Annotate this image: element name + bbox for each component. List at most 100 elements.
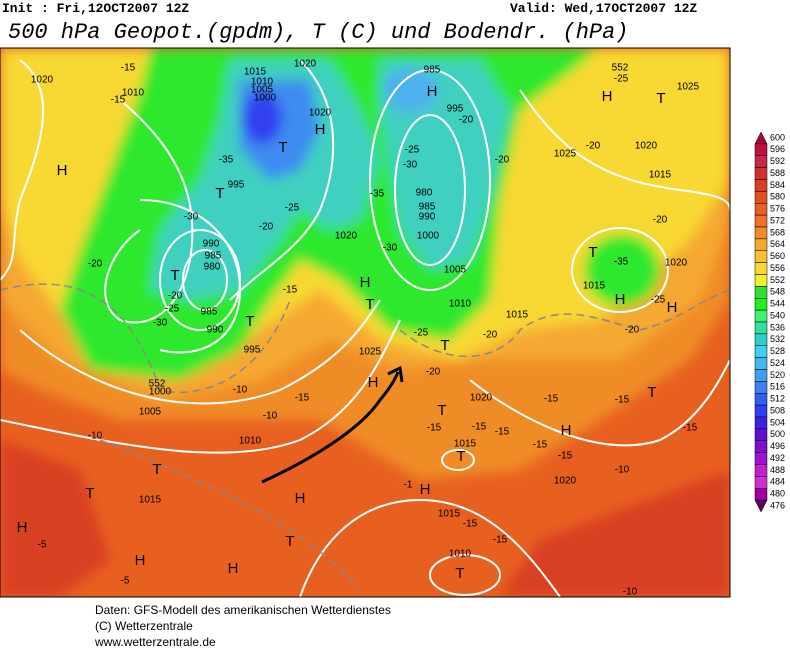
isoline-label: 552 [612,63,629,74]
map-frame [0,47,731,598]
isoline-label: -10 [615,465,630,476]
isoline-label: -5 [121,576,130,587]
isoline-label: 1015 [139,495,162,506]
isoline-label: -15 [463,519,478,530]
isoline-label: -10 [233,385,248,396]
legend-label: 524 [770,358,785,368]
legend-label: 496 [770,441,785,451]
isoline-label: 990 [207,325,224,336]
isoline-label: -25 [651,295,666,306]
legend-label: 508 [770,405,785,415]
legend-swatch [754,321,768,335]
isoline-label: 990 [419,212,436,223]
isoline-label: -15 [121,63,136,74]
legend-label: 532 [770,334,785,344]
legend-swatch [754,333,768,346]
pressure-center: T [170,267,179,284]
pressure-center: H [602,88,613,105]
legend-label: 480 [770,489,785,499]
pressure-center: T [588,244,597,261]
legend-label: 488 [770,465,785,475]
valid-time: Valid: Wed,17OCT2007 12Z [510,1,697,16]
pressure-center: T [456,448,465,465]
pressure-center: T [647,384,656,401]
pressure-center: H [228,560,239,577]
isoline-label: 995 [244,345,261,356]
isoline-label: -1 [404,480,413,491]
pressure-center: T [656,90,665,107]
legend-swatch [754,250,768,263]
legend-label: 540 [770,310,785,320]
pressure-center: T [285,533,294,550]
isoline-label: 995 [447,104,464,115]
isoline-label: 1015 [454,439,477,450]
legend-swatch [754,476,768,489]
legend-swatch [754,226,768,240]
legend-label: 536 [770,322,785,332]
isoline-label: 985 [419,202,436,213]
flow-arrow-head [387,365,404,383]
isoline-label: 1010 [449,549,472,560]
legend-swatch [754,131,768,145]
isoline-label: -15 [495,427,510,438]
legend-label: 528 [770,346,785,356]
pressure-center: H [427,83,438,100]
legend-swatch [754,452,768,465]
isoline-label: 1010 [122,88,145,99]
pressure-center: T [215,185,224,202]
isoline-label: -15 [111,95,126,106]
legend-label: 512 [770,394,785,404]
isoline-label: -15 [544,394,559,405]
legend-label: 516 [770,382,785,392]
isoline-label: -20 [426,367,441,378]
isoline-label: 1015 [438,509,461,520]
isoline-label: -20 [495,155,510,166]
legend-label: 592 [770,156,785,166]
legend-swatch [754,203,768,216]
map-area: 10201010-15-15H10151010100510001020HT102… [0,48,730,597]
isoline-label: 1005 [444,265,467,276]
pressure-center: T [455,565,464,582]
legend-swatch [754,238,768,251]
isoline-label: 552 [149,379,166,390]
isoline-label: 1015 [649,170,672,181]
legend-swatch [754,488,768,501]
legend-swatch [754,191,768,204]
isoline-label: 1010 [239,436,262,447]
legend-swatch [754,309,768,323]
isoline-label: -15 [472,422,487,433]
pressure-center: T [278,139,287,156]
isoline-label: 1020 [554,476,577,487]
pressure-center: H [667,299,678,316]
legend-label: 484 [770,477,785,487]
isoline-label: -25 [414,328,429,339]
isoline-label: 1025 [554,149,577,160]
isoline-label: 1000 [254,93,277,104]
legend-swatch [754,274,768,287]
isoline-label: 1010 [449,299,472,310]
isoline-label: 1020 [635,141,658,152]
isoline-label: 995 [228,180,245,191]
legend-swatch [754,499,768,513]
pressure-center: H [17,519,28,536]
legend-swatch [754,214,768,228]
isoline-label: 1005 [251,85,274,96]
legend-label: 576 [770,204,785,214]
isoline-label: -35 [370,189,385,200]
isoline-label: 990 [203,239,220,250]
isoline-label: 1020 [31,75,54,86]
isoline-label: 1010 [251,77,274,88]
legend-label: 492 [770,453,785,463]
legend-swatch [754,345,768,358]
isoline-label: -15 [295,393,310,404]
legend-label: 504 [770,417,785,427]
legend-label: 596 [770,144,785,154]
pressure-center: H [561,422,572,439]
legend-swatch [754,298,768,311]
isoline-label: -35 [614,257,629,268]
legend-swatch [754,179,768,192]
legend-label: 588 [770,168,785,178]
legend-label: 476 [770,500,785,510]
